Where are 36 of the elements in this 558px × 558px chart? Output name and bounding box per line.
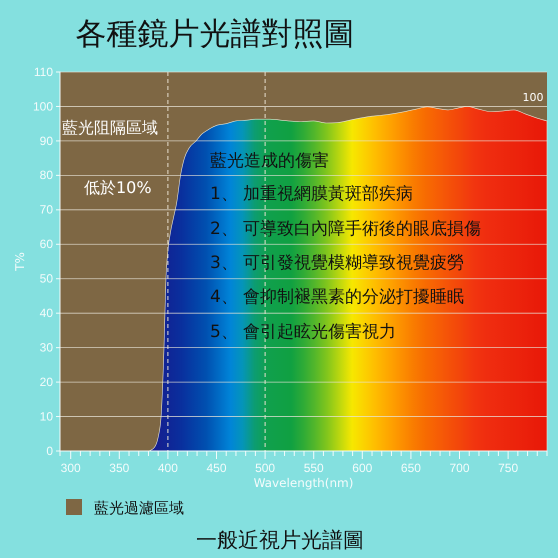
y-tick-label: 60 bbox=[40, 237, 54, 252]
x-tick-label: 600 bbox=[352, 461, 373, 476]
x-tick-label: 400 bbox=[158, 461, 178, 476]
legend-label: 藍光過濾區域 bbox=[94, 499, 184, 517]
y-tick-label: 30 bbox=[40, 340, 54, 354]
y-tick-label: 0 bbox=[46, 444, 54, 458]
x-tick-label: 350 bbox=[109, 461, 130, 476]
annotation: 低於10% bbox=[84, 178, 152, 197]
annotation: 3、 可引發視覺模糊導致視覺疲勞 bbox=[210, 253, 464, 273]
text: 一般近視片光譜圖 bbox=[196, 528, 364, 552]
x-tick-label: 700 bbox=[450, 461, 470, 476]
annotation: 4、 會抑制褪黑素的分泌打擾睡眠 bbox=[210, 287, 464, 307]
x-tick-label: 550 bbox=[304, 461, 324, 476]
y-tick-label: 40 bbox=[40, 306, 54, 320]
y-tick-label: 100 bbox=[32, 99, 54, 114]
x-axis-title: Wavelength(nm) bbox=[254, 476, 354, 490]
y-tick-label: 90 bbox=[40, 134, 54, 148]
y-tick-label: 70 bbox=[40, 202, 54, 217]
annotation: 藍光阻隔區域 bbox=[62, 118, 158, 137]
y-axis-title: T% bbox=[13, 252, 27, 272]
y-tick-label: 10 bbox=[40, 409, 54, 424]
x-tick-label: 300 bbox=[60, 461, 82, 476]
y-tick-label: 110 bbox=[34, 64, 54, 79]
x-tick-label: 750 bbox=[498, 461, 518, 476]
annotation: 1、 加重視網膜黃斑部疾病 bbox=[210, 184, 414, 204]
annotation: 藍光造成的傷害 bbox=[210, 151, 329, 171]
x-tick-label: 650 bbox=[400, 461, 422, 476]
y-tick-label: 50 bbox=[40, 272, 54, 286]
x-tick-label: 500 bbox=[255, 461, 276, 476]
y-tick-label: 20 bbox=[40, 374, 54, 389]
chart-title: 各種鏡片光譜對照圖 bbox=[76, 16, 354, 52]
annotation: 100 bbox=[522, 91, 544, 104]
annotation: 2、 可導致白內障手術後的眼底損傷 bbox=[210, 219, 482, 239]
annotation: 5、 會引起眩光傷害視力 bbox=[210, 322, 396, 342]
y-tick-label: 80 bbox=[40, 168, 54, 182]
x-tick-label: 450 bbox=[206, 461, 227, 476]
